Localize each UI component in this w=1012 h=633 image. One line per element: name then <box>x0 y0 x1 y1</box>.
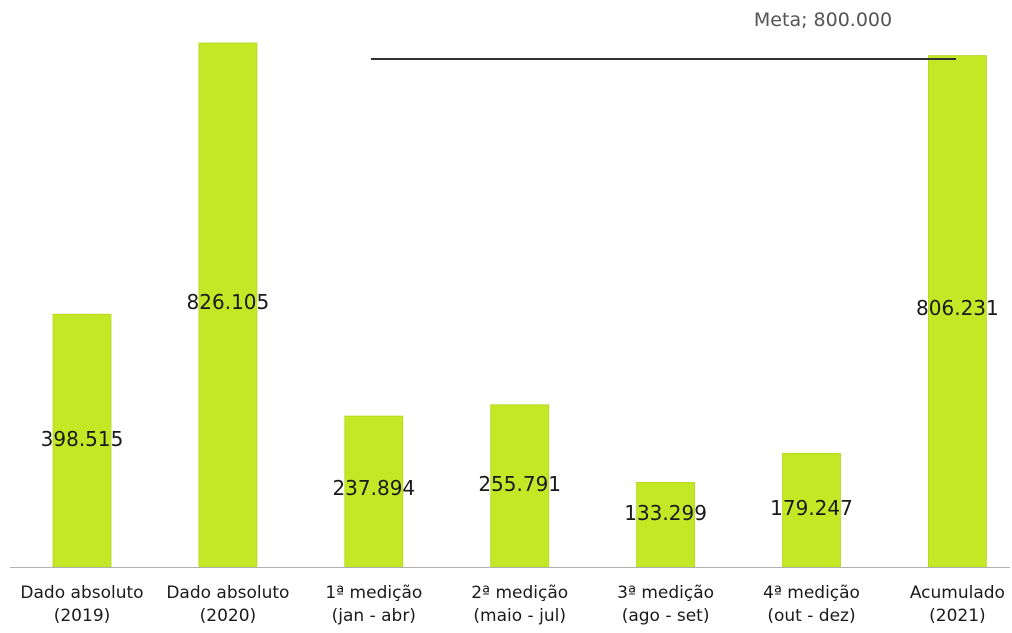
bar-value-label: 237.894 <box>332 476 415 500</box>
category-tick-label: (ago - set) <box>622 606 710 626</box>
bar <box>198 42 258 568</box>
category-tick-label: (jan - abr) <box>332 606 416 626</box>
bar <box>52 313 112 568</box>
category-tick-label: 3ª medição <box>617 583 714 603</box>
category-tick-label: (2021) <box>929 606 986 626</box>
bar <box>490 404 550 568</box>
bar <box>344 415 404 568</box>
category-tick-label: 1ª medição <box>325 583 422 603</box>
bar-value-label: 826.105 <box>187 290 270 314</box>
category-tick-label: (2019) <box>54 606 111 626</box>
category-tick-label: (maio - jul) <box>473 606 566 626</box>
bar-value-label: 255.791 <box>478 472 561 496</box>
category-tick-label: 2ª medição <box>471 583 568 603</box>
category-tick-label: (out - dez) <box>767 606 855 626</box>
value-labels-layer: 398.515 826.105 237.894 255.791 133.299 179.2… <box>41 290 999 525</box>
bar <box>636 481 695 568</box>
category-tick-label: Dado absoluto <box>20 583 143 603</box>
bar-value-label: 179.247 <box>770 496 853 520</box>
bar-value-label: 398.515 <box>41 427 124 451</box>
category-tick-label: 4ª medição <box>763 583 860 603</box>
category-tick-label: Acumulado <box>910 583 1005 603</box>
bars-layer <box>52 42 987 568</box>
bar-value-label: 133.299 <box>624 501 707 525</box>
category-labels-layer: Dado absoluto (2019) Dado absoluto (2020) 1ª… <box>20 583 1005 626</box>
bar-value-label: 806.231 <box>916 296 999 320</box>
target-label: Meta; 800.000 <box>754 9 892 31</box>
bar <box>782 452 841 568</box>
target-layer: Meta; 800.000 <box>371 9 956 60</box>
category-tick-label: (2020) <box>200 606 257 626</box>
category-tick-label: Dado absoluto <box>166 583 289 603</box>
